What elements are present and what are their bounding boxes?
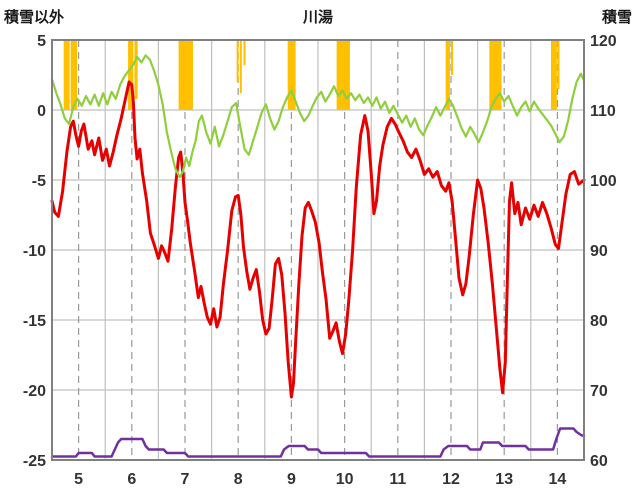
orange-bars bbox=[451, 40, 453, 75]
left-tick-label: -10 bbox=[23, 243, 46, 260]
orange-bars bbox=[128, 40, 134, 110]
x-tick-label: 8 bbox=[234, 471, 243, 488]
left-tick-label: 5 bbox=[37, 33, 46, 50]
orange-bars bbox=[178, 40, 193, 110]
orange-bars bbox=[70, 40, 78, 110]
left-tick-label: -20 bbox=[23, 383, 46, 400]
right-axis-label: 積雪 bbox=[601, 9, 632, 26]
right-tick-label: 110 bbox=[590, 103, 616, 120]
right-tick-label: 60 bbox=[590, 453, 608, 470]
left-tick-label: -15 bbox=[23, 313, 46, 330]
series-purple bbox=[50, 427, 586, 458]
right-tick-label: 120 bbox=[590, 33, 617, 50]
orange-bars bbox=[557, 40, 560, 89]
x-tick-label: 10 bbox=[336, 471, 354, 488]
right-tick-label: 100 bbox=[590, 173, 617, 190]
orange-bars bbox=[489, 40, 502, 110]
orange-bars bbox=[336, 40, 350, 110]
orange-bars bbox=[236, 40, 239, 82]
series-red bbox=[50, 80, 586, 399]
x-tick-label: 13 bbox=[495, 471, 513, 488]
x-tick-label: 12 bbox=[442, 471, 460, 488]
chart-title: 川湯 bbox=[302, 9, 333, 26]
orange-bars bbox=[239, 40, 242, 94]
orange-bars bbox=[134, 40, 138, 99]
x-tick-label: 14 bbox=[549, 471, 567, 488]
x-tick-label: 11 bbox=[389, 471, 406, 488]
plot-frame bbox=[51, 39, 585, 461]
left-axis-label: 積雪以外 bbox=[4, 9, 65, 26]
right-tick-label: 70 bbox=[590, 383, 608, 400]
orange-bars bbox=[287, 40, 296, 110]
orange-bars bbox=[445, 40, 450, 110]
series-green bbox=[50, 54, 586, 179]
left-tick-label: 0 bbox=[37, 103, 46, 120]
orange-bars bbox=[243, 40, 246, 66]
left-tick-label: -25 bbox=[23, 453, 46, 470]
orange-bars bbox=[63, 40, 70, 110]
x-tick-label: 9 bbox=[287, 471, 296, 488]
right-tick-label: 80 bbox=[590, 313, 608, 330]
x-tick-label: 7 bbox=[181, 471, 190, 488]
right-tick-label: 90 bbox=[590, 243, 608, 260]
left-tick-label: -5 bbox=[32, 173, 46, 190]
orange-bars bbox=[551, 40, 557, 110]
x-tick-label: 6 bbox=[127, 471, 136, 488]
x-tick-label: 5 bbox=[74, 471, 83, 488]
